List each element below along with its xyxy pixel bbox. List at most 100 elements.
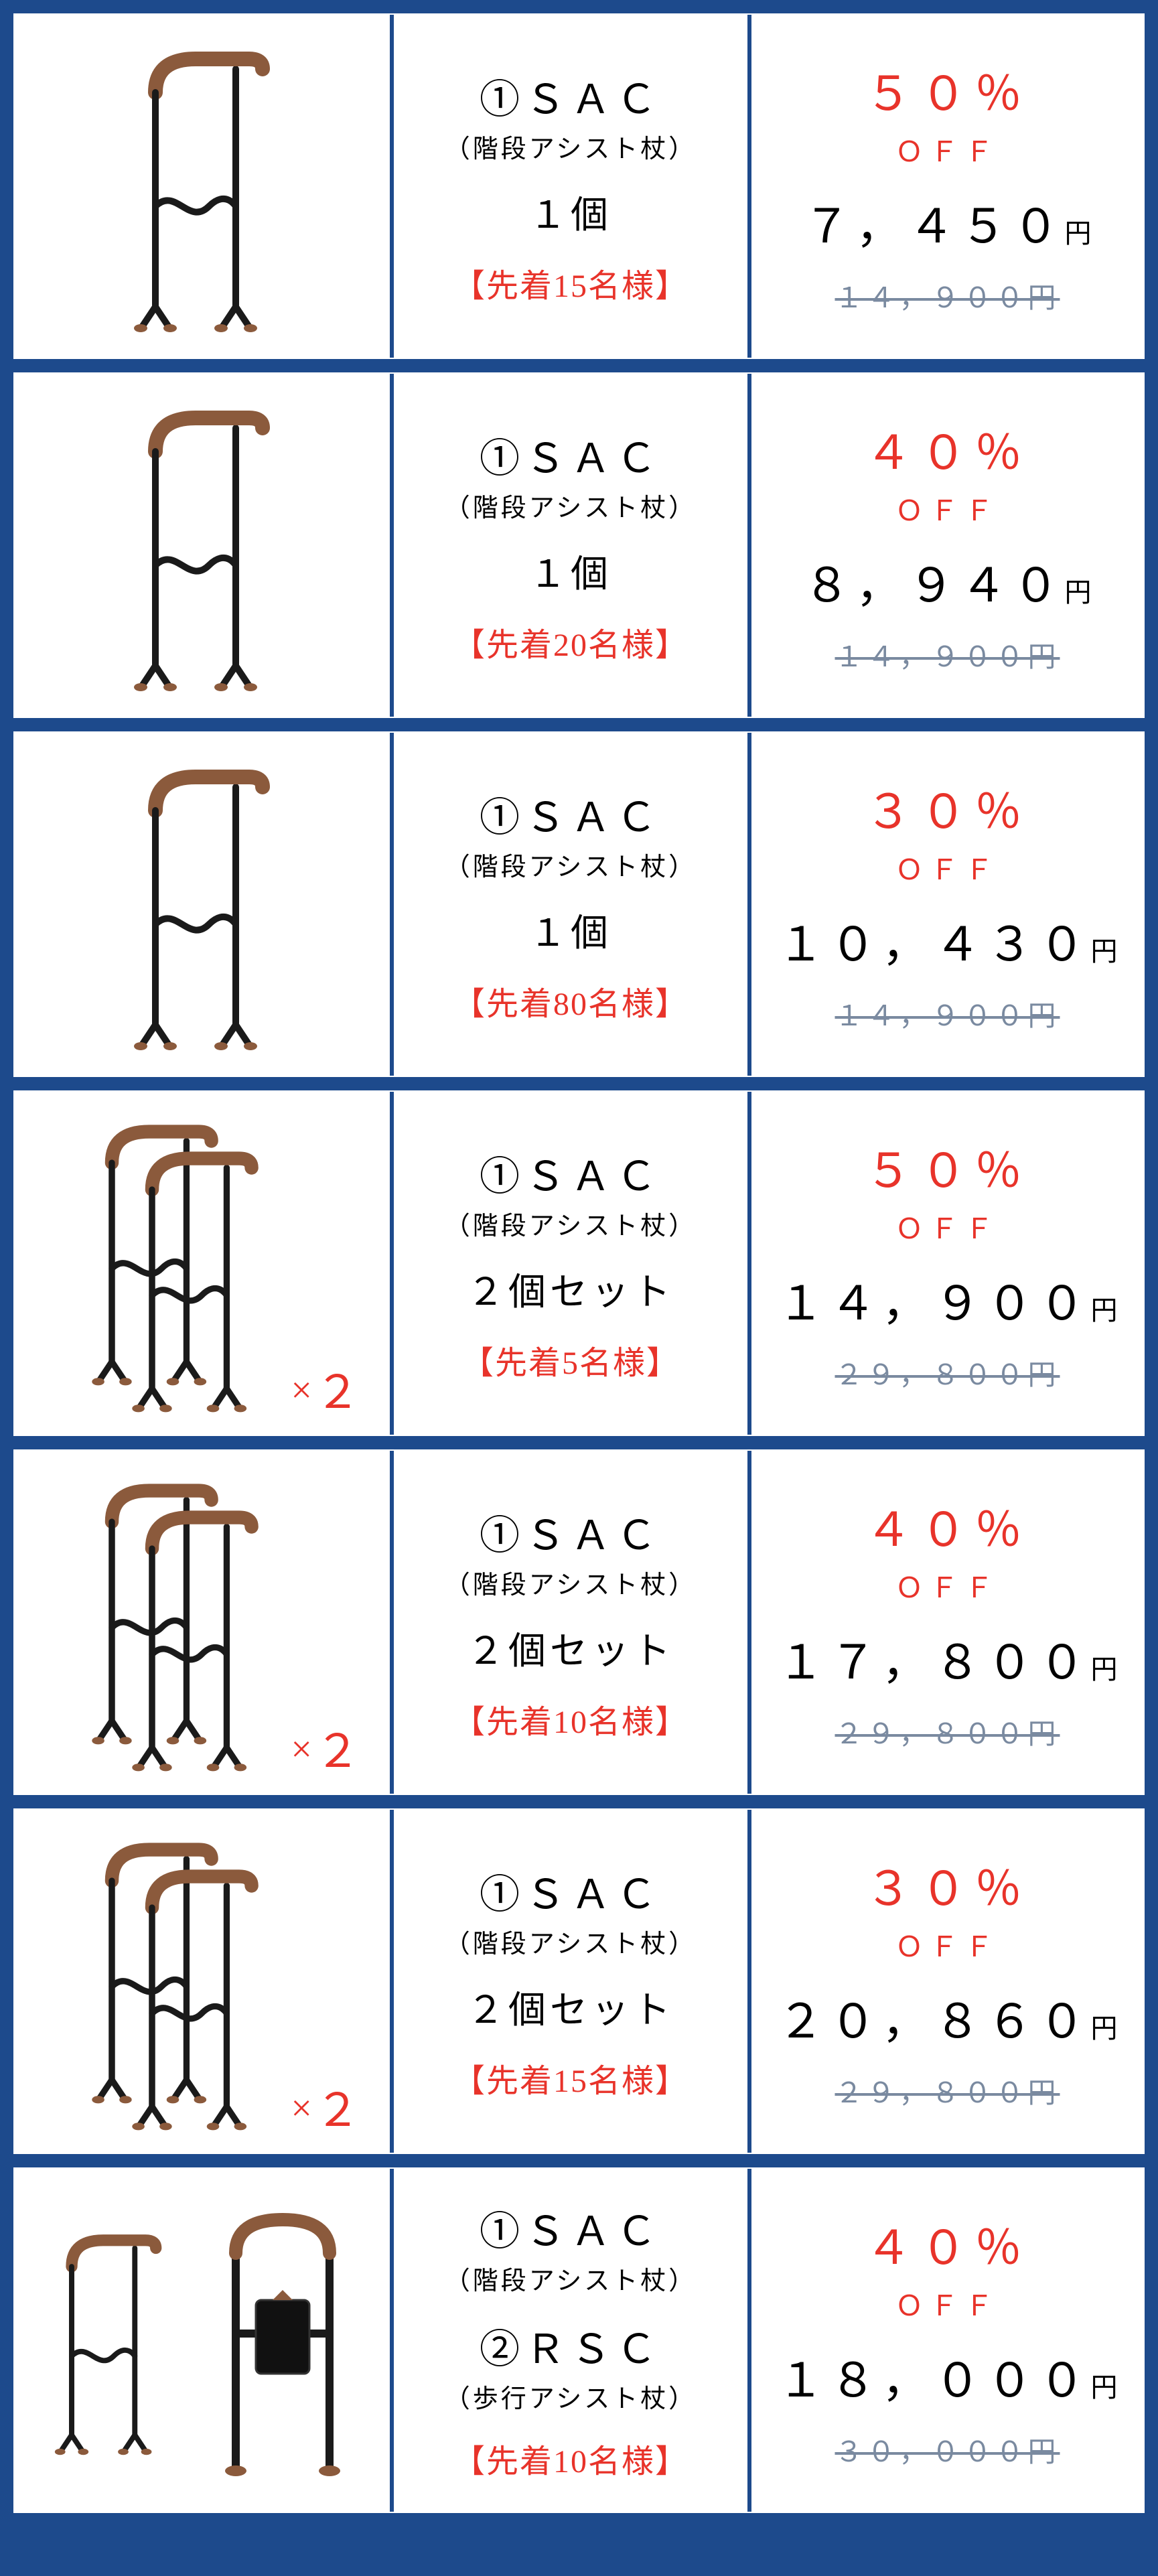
sale-price: １７，８００円 xyxy=(778,1625,1118,1693)
sale-price: ２０，８６０円 xyxy=(778,1984,1118,2052)
sale-price: ８，９４０円 xyxy=(804,548,1092,616)
limited-offer-label: 【先着15名様】 xyxy=(453,2054,689,2101)
image-column xyxy=(15,2169,390,2512)
times-two-label: ×２ xyxy=(291,1355,363,1421)
product-title-block: ①ＳＡＣ （階段アシスト杖） xyxy=(445,2199,697,2297)
off-label: ＯＦＦ xyxy=(895,488,999,529)
product-title-block: ①ＳＡＣ （階段アシスト杖） xyxy=(445,426,697,524)
sac-cane-icon xyxy=(35,2200,182,2481)
image-column xyxy=(15,15,390,358)
discount-percent: ３０％ xyxy=(865,774,1030,842)
product-subtitle: （階段アシスト杖） xyxy=(445,1205,697,1242)
product-subtitle: （階段アシスト杖） xyxy=(445,487,697,524)
price-column: ５０％ ＯＦＦ ７，４５０円 １４，９００円 xyxy=(751,15,1143,358)
discount-percent: ４０％ xyxy=(865,1492,1030,1560)
offer-card: ×２ ①ＳＡＣ （階段アシスト杖） ２個セット 【先着10名様】 ４０％ ＯＦＦ… xyxy=(13,1449,1145,1795)
original-price: １４，９００円 xyxy=(835,275,1060,316)
product-quantity: ２個セット xyxy=(467,1980,674,2034)
off-label: ＯＦＦ xyxy=(895,1565,999,1606)
image-column: ×２ xyxy=(15,1451,390,1794)
off-label: ＯＦＦ xyxy=(895,1924,999,1965)
product-title-block: ①ＳＡＣ （階段アシスト杖） xyxy=(445,67,697,165)
description-column: ①ＳＡＣ （階段アシスト杖） １個 【先着80名様】 xyxy=(390,733,751,1076)
description-column: ①ＳＡＣ （階段アシスト杖） １個 【先着15名様】 xyxy=(390,15,751,358)
sac-cane-icon xyxy=(108,1136,283,1417)
original-price: １４，９００円 xyxy=(835,993,1060,1034)
off-label: ＯＦＦ xyxy=(895,129,999,170)
product-subtitle: （階段アシスト杖） xyxy=(445,128,697,165)
limited-offer-label: 【先着10名様】 xyxy=(453,1695,689,1742)
image-column: ×２ xyxy=(15,1810,390,2153)
original-price: ２９，８００円 xyxy=(835,1711,1060,1752)
sac-cane-icon xyxy=(108,1495,283,1776)
product-image xyxy=(108,398,296,693)
product-subtitle: （歩行アシスト杖） xyxy=(445,2378,697,2415)
product-title-block: ①ＳＡＣ （階段アシスト杖） xyxy=(445,1862,697,1960)
limited-offer-label: 【先着15名様】 xyxy=(453,259,689,306)
yen-label: 円 xyxy=(1091,1295,1118,1326)
description-column: ①ＳＡＣ （階段アシスト杖） ２個セット 【先着15名様】 xyxy=(390,1810,751,2153)
sale-price: １８，０００円 xyxy=(778,2343,1118,2411)
discount-percent: ４０％ xyxy=(865,2210,1030,2278)
product-title: ①ＳＡＣ xyxy=(445,67,697,125)
off-label: ＯＦＦ xyxy=(895,2283,999,2324)
yen-label: 円 xyxy=(1091,2013,1118,2044)
price-column: ４０％ ＯＦＦ １７，８００円 ２９，８００円 xyxy=(751,1451,1143,1794)
sale-price: １４，９００円 xyxy=(778,1266,1118,1334)
price-column: ３０％ ＯＦＦ ２０，８６０円 ２９，８００円 xyxy=(751,1810,1143,2153)
discount-percent: ５０％ xyxy=(865,1133,1030,1201)
product-title: ①ＳＡＣ xyxy=(445,1503,697,1561)
original-price: ２９，８００円 xyxy=(835,2070,1060,2111)
product-title-block: ①ＳＡＣ （階段アシスト杖） xyxy=(445,1144,697,1242)
product-title: ①ＳＡＣ xyxy=(445,1862,697,1920)
discount-percent: ４０％ xyxy=(865,415,1030,483)
original-price: １４，９００円 xyxy=(835,634,1060,675)
description-column: ①ＳＡＣ （階段アシスト杖） ②ＲＳＣ （歩行アシスト杖） 【先着10名様】 xyxy=(390,2169,751,2512)
off-label: ＯＦＦ xyxy=(895,1206,999,1247)
product-title: ②ＲＳＣ xyxy=(445,2317,697,2375)
limited-offer-label: 【先着5名様】 xyxy=(461,1336,680,1383)
product-subtitle: （階段アシスト杖） xyxy=(445,1564,697,1601)
yen-label: 円 xyxy=(1065,577,1092,607)
image-column xyxy=(15,733,390,1076)
times-two-label: ×２ xyxy=(291,2073,363,2139)
price-column: ５０％ ＯＦＦ １４，９００円 ２９，８００円 xyxy=(751,1092,1143,1435)
product-image-combo xyxy=(35,2200,370,2481)
offer-card: ×２ ①ＳＡＣ （階段アシスト杖） ２個セット 【先着15名様】 ３０％ ＯＦＦ… xyxy=(13,1808,1145,2154)
yen-label: 円 xyxy=(1091,1654,1118,1685)
limited-offer-label: 【先着10名様】 xyxy=(453,2435,689,2482)
sac-cane-icon xyxy=(108,1854,283,2135)
price-column: ３０％ ＯＦＦ １０，４３０円 １４，９００円 xyxy=(751,733,1143,1076)
product-quantity: １個 xyxy=(529,185,612,239)
original-price: ３０，０００円 xyxy=(835,2429,1060,2470)
product-subtitle: （階段アシスト杖） xyxy=(445,846,697,883)
yen-label: 円 xyxy=(1091,2372,1118,2403)
image-column: ×２ xyxy=(15,1092,390,1435)
product-title-block: ①ＳＡＣ （階段アシスト杖） xyxy=(445,785,697,883)
description-column: ①ＳＡＣ （階段アシスト杖） ２個セット 【先着5名様】 xyxy=(390,1092,751,1435)
price-column: ４０％ ＯＦＦ ８，９４０円 １４，９００円 xyxy=(751,374,1143,717)
description-column: ①ＳＡＣ （階段アシスト杖） ２個セット 【先着10名様】 xyxy=(390,1451,751,1794)
sac-cane-icon xyxy=(108,757,296,1052)
product-image xyxy=(108,39,296,334)
product-title: ①ＳＡＣ xyxy=(445,785,697,843)
offer-card: ①ＳＡＣ （階段アシスト杖） １個 【先着15名様】 ５０％ ＯＦＦ ７，４５０… xyxy=(13,13,1145,359)
off-label: ＯＦＦ xyxy=(895,847,999,888)
product-subtitle: （階段アシスト杖） xyxy=(445,2260,697,2297)
description-column: ①ＳＡＣ （階段アシスト杖） １個 【先着20名様】 xyxy=(390,374,751,717)
product-title-block: ①ＳＡＣ （階段アシスト杖） xyxy=(445,1503,697,1601)
product-quantity: ２個セット xyxy=(467,1262,674,1316)
original-price: ２９，８００円 xyxy=(835,1352,1060,1393)
discount-percent: ５０％ xyxy=(865,56,1030,124)
limited-offer-label: 【先着20名様】 xyxy=(453,618,689,665)
yen-label: 円 xyxy=(1091,936,1118,967)
rsc-walker-icon xyxy=(196,2200,370,2481)
product-subtitle: （階段アシスト杖） xyxy=(445,1923,697,1960)
offer-card: ①ＳＡＣ （階段アシスト杖） １個 【先着80名様】 ３０％ ＯＦＦ １０，４３… xyxy=(13,731,1145,1077)
times-two-label: ×２ xyxy=(291,1714,363,1780)
product-quantity: １個 xyxy=(529,903,612,957)
sale-price: ７，４５０円 xyxy=(804,189,1092,257)
limited-offer-label: 【先着80名様】 xyxy=(453,977,689,1024)
sale-price: １０，４３０円 xyxy=(778,907,1118,975)
product-quantity: １個 xyxy=(529,544,612,598)
